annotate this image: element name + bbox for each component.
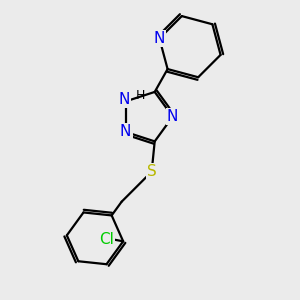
Text: H: H: [136, 89, 145, 102]
Text: S: S: [147, 164, 157, 179]
Text: N: N: [154, 31, 165, 46]
Text: N: N: [120, 124, 131, 140]
Text: Cl: Cl: [99, 232, 114, 247]
Text: N: N: [167, 109, 178, 124]
Text: N: N: [118, 92, 130, 107]
